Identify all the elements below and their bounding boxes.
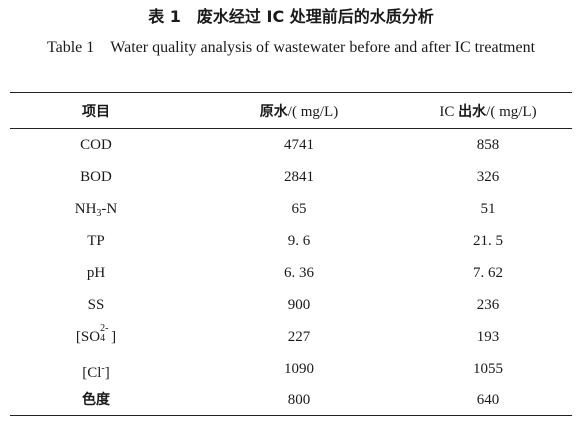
table-header-row: 项目 原水/( mg/L) IC 出水/( mg/L) xyxy=(10,96,572,128)
row-item-main: [Cl xyxy=(82,365,102,381)
header-ic-unit: /( mg/L) xyxy=(486,104,537,120)
row-item: NH3-N xyxy=(10,193,182,225)
table-row: [SO 2- 4] 227 193 xyxy=(10,321,572,353)
row-ic-value: 236 xyxy=(476,297,500,313)
row-raw-value: 9. 6 xyxy=(287,233,311,249)
row-item-tail: ] xyxy=(104,365,110,381)
row-raw-value: 227 xyxy=(287,329,311,345)
row-raw-value: 65 xyxy=(291,201,307,217)
table-row: COD 4741 858 xyxy=(10,129,572,161)
table-header-rule xyxy=(10,128,572,129)
row-raw-value: 800 xyxy=(287,392,311,408)
row-item-main: NH xyxy=(74,201,97,217)
row-item-label: 色度 xyxy=(82,392,110,408)
row-item-superscript: 2- xyxy=(100,323,109,334)
table-title-chinese: 表 1 废水经过 IC 处理前后的水质分析 xyxy=(148,7,434,26)
row-item-superscript: - xyxy=(101,363,105,374)
table-bottom-rule xyxy=(10,415,572,416)
row-item: [Cl-] xyxy=(10,353,182,385)
row-item: BOD xyxy=(80,169,112,185)
header-ic-prefix: IC xyxy=(439,104,459,120)
row-ic-value: 21. 5 xyxy=(473,233,503,249)
row-ic-value: 51 xyxy=(480,201,496,217)
header-raw-label: 原水 xyxy=(259,104,288,120)
row-raw-value: 2841 xyxy=(284,169,314,185)
table-row: TP 9. 6 21. 5 xyxy=(10,225,572,257)
table-row: [Cl-] 1090 1055 xyxy=(10,353,572,385)
header-item-label: 项目 xyxy=(82,104,110,120)
row-item-scripts: 2- 4 xyxy=(100,324,111,344)
row-ic-value: 1055 xyxy=(473,361,503,377)
row-item: pH xyxy=(86,265,106,281)
row-item-main: [SO xyxy=(75,329,101,345)
row-raw-value: 900 xyxy=(287,297,311,313)
row-item-tail: -N xyxy=(101,201,118,217)
row-item: TP xyxy=(87,233,105,249)
header-ic-effluent: IC 出水/( mg/L) xyxy=(382,96,582,128)
row-raw-value: 4741 xyxy=(284,137,314,153)
table-row: pH 6. 36 7. 62 xyxy=(10,257,572,289)
table-row: 色度 800 640 xyxy=(10,384,572,416)
row-ic-value: 858 xyxy=(476,137,500,153)
row-item: [SO 2- 4] xyxy=(10,321,182,353)
row-item: COD xyxy=(80,137,112,153)
row-ic-value: 640 xyxy=(476,392,500,408)
row-item: 色度 xyxy=(10,384,182,416)
row-item: SS xyxy=(87,297,105,313)
header-item: 项目 xyxy=(10,96,182,128)
header-raw-water: 原水/( mg/L) xyxy=(196,96,402,128)
row-raw-value: 6. 36 xyxy=(284,265,314,281)
table-top-rule xyxy=(10,92,572,93)
row-ic-value: 7. 62 xyxy=(473,265,503,281)
header-ic-label: 出水 xyxy=(458,104,487,120)
row-ic-value: 326 xyxy=(476,169,500,185)
row-raw-value: 1090 xyxy=(284,361,314,377)
table-row: NH3-N 65 51 xyxy=(10,193,572,225)
table-row: BOD 2841 326 xyxy=(10,161,572,193)
table-title-english: Table 1 Water quality analysis of wastew… xyxy=(46,39,536,56)
row-item-subscript: 4 xyxy=(100,333,106,344)
table-row: SS 900 236 xyxy=(10,289,572,321)
row-item-subscript: 3 xyxy=(96,208,102,219)
row-item-tail: ] xyxy=(111,329,117,345)
header-raw-unit: /( mg/L) xyxy=(287,104,339,120)
row-ic-value: 193 xyxy=(476,329,500,345)
